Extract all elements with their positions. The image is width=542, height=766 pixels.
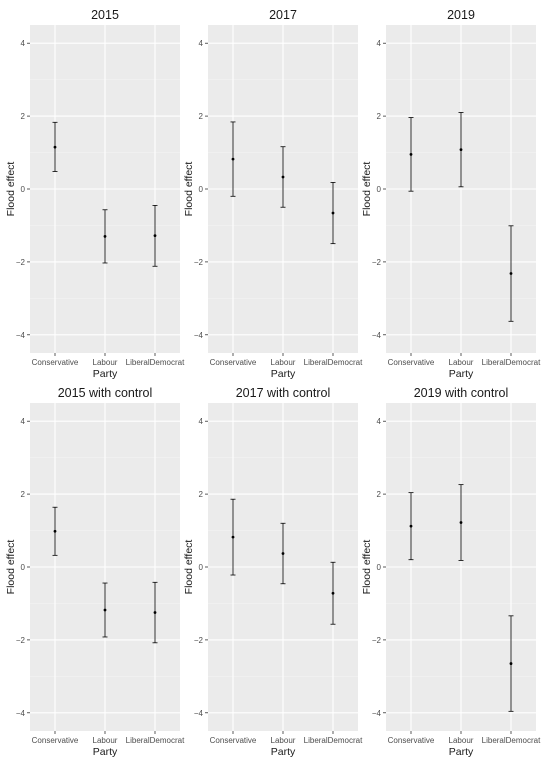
x-axis-label: Party [449, 746, 474, 758]
y-tick-label: 4 [377, 417, 382, 426]
panel-2: −4 −2 0 2 4 Conservative Labour LiberalDemocrat… [361, 8, 541, 380]
x-tick-label: Conservative [388, 736, 435, 745]
x-tick-label: Conservative [32, 358, 79, 367]
y-tick-label: −4 [372, 709, 382, 718]
point-Labour [281, 552, 285, 555]
x-tick-label: LiberalDemocrat [304, 736, 363, 745]
y-tick-label: 4 [21, 39, 26, 48]
y-tick-label: −4 [16, 331, 26, 340]
panel-4: −4 −2 0 2 4 Conservative Labour LiberalDemocrat… [183, 386, 363, 758]
point-Labour [103, 608, 107, 612]
panel-title: 2019 [447, 8, 475, 22]
y-tick-label: 0 [21, 185, 26, 194]
x-tick-label: LiberalDemocrat [126, 736, 185, 745]
x-tick-label: Labour [271, 736, 296, 745]
panel-1: −4 −2 0 2 4 Conservative Labour LiberalDemocrat… [183, 8, 363, 380]
point-Conservative [231, 535, 235, 539]
panel-title: 2015 [91, 8, 119, 22]
x-tick-label: LiberalDemocrat [126, 358, 185, 367]
y-tick-label: −2 [372, 636, 382, 645]
panel-title: 2015 with control [58, 386, 153, 400]
x-axis-label: Party [271, 368, 296, 380]
y-axis-label: Flood effect [5, 162, 17, 217]
panel-title: 2017 with control [236, 386, 331, 400]
point-LiberalDemocrat [153, 234, 157, 238]
y-tick-label: 4 [199, 417, 204, 426]
panel-0: −4 −2 0 2 4 Conservative Labour LiberalDemocrat… [5, 8, 185, 380]
point-LiberalDemocrat [331, 591, 335, 595]
x-tick-label: Labour [93, 736, 118, 745]
x-tick-label: Labour [93, 358, 118, 367]
y-axis-label: Flood effect [5, 540, 17, 595]
y-axis-label: Flood effect [361, 540, 373, 595]
y-tick-label: 2 [21, 112, 26, 121]
x-tick-label: Labour [449, 736, 474, 745]
point-Conservative [409, 152, 413, 156]
x-tick-label: LiberalDemocrat [482, 736, 541, 745]
y-tick-label: 2 [377, 490, 382, 499]
y-axis-label: Flood effect [361, 162, 373, 217]
x-axis-label: Party [93, 746, 118, 758]
y-axis-label: Flood effect [183, 540, 195, 595]
y-tick-label: 0 [377, 563, 382, 572]
x-tick-label: Labour [449, 358, 474, 367]
point-Labour [459, 148, 463, 152]
x-tick-label: Conservative [210, 358, 257, 367]
point-Conservative [409, 524, 413, 528]
y-tick-label: −4 [16, 709, 26, 718]
y-tick-label: 0 [21, 563, 26, 572]
x-tick-label: Conservative [32, 736, 79, 745]
x-tick-label: Conservative [388, 358, 435, 367]
point-Labour [281, 175, 285, 179]
point-Conservative [53, 145, 57, 149]
y-tick-label: −4 [194, 331, 204, 340]
y-tick-label: 2 [377, 112, 382, 121]
y-tick-label: 0 [199, 185, 204, 194]
x-tick-label: Labour [271, 358, 296, 367]
point-LiberalDemocrat [153, 611, 157, 614]
y-tick-label: 2 [199, 490, 204, 499]
point-Conservative [231, 157, 235, 161]
y-tick-label: 0 [199, 563, 204, 572]
panel-5: −4 −2 0 2 4 Conservative Labour LiberalDemocrat… [361, 386, 541, 758]
y-tick-label: −2 [194, 636, 204, 645]
y-tick-label: 4 [377, 39, 382, 48]
y-tick-label: 0 [377, 185, 382, 194]
panel-title: 2019 with control [414, 386, 509, 400]
point-Labour [459, 521, 463, 524]
y-tick-label: 4 [21, 417, 26, 426]
point-LiberalDemocrat [331, 211, 335, 215]
y-tick-label: −2 [16, 258, 26, 267]
y-tick-label: −2 [194, 258, 204, 267]
x-axis-label: Party [271, 746, 296, 758]
panel-3: −4 −2 0 2 4 Conservative Labour LiberalDemocrat… [5, 386, 185, 758]
y-axis-label: Flood effect [183, 162, 195, 217]
panel-title: 2017 [269, 8, 297, 22]
x-tick-label: LiberalDemocrat [304, 358, 363, 367]
y-tick-label: 2 [21, 490, 26, 499]
x-tick-label: Conservative [210, 736, 257, 745]
point-LiberalDemocrat [509, 662, 513, 665]
y-tick-label: −2 [372, 258, 382, 267]
x-axis-label: Party [449, 368, 474, 380]
y-tick-label: −4 [194, 709, 204, 718]
point-Conservative [53, 529, 57, 533]
point-LiberalDemocrat [509, 272, 513, 275]
x-axis-label: Party [93, 368, 118, 380]
x-tick-label: LiberalDemocrat [482, 358, 541, 367]
y-tick-label: −4 [372, 331, 382, 340]
point-Labour [103, 234, 107, 238]
y-tick-label: −2 [16, 636, 26, 645]
y-tick-label: 4 [199, 39, 204, 48]
y-tick-label: 2 [199, 112, 204, 121]
